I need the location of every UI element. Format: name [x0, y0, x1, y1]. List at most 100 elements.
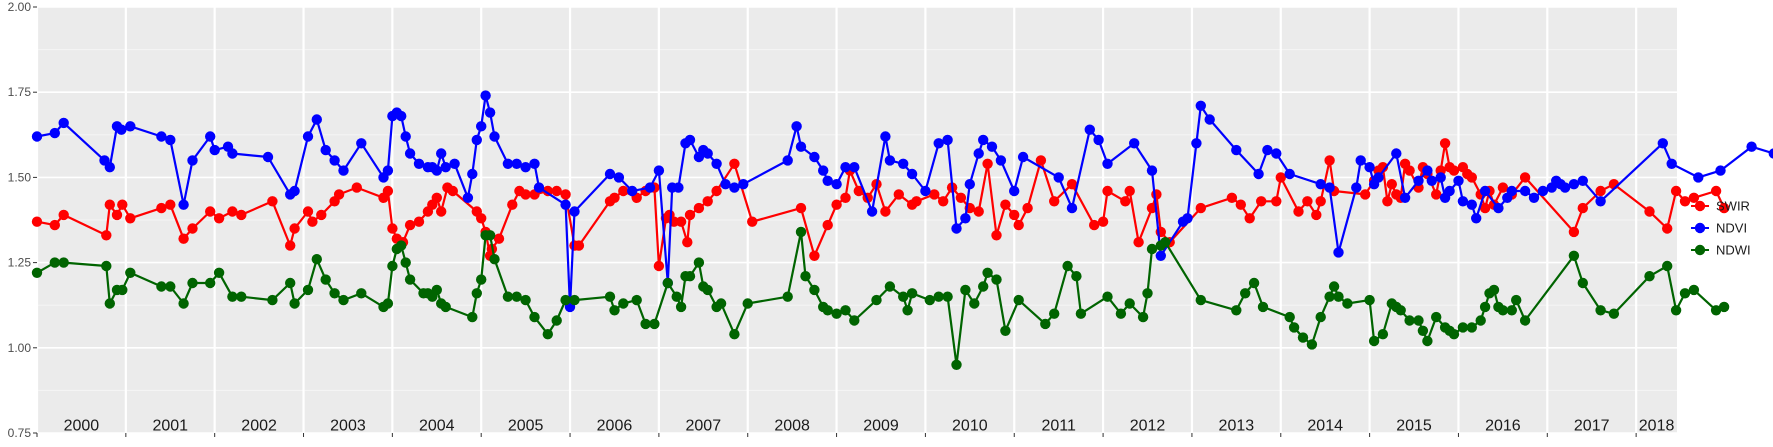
data-point-ndvi [1315, 179, 1326, 190]
data-point-swir [1644, 206, 1655, 217]
data-point-ndvi [898, 158, 909, 169]
data-point-swir [413, 216, 425, 227]
data-point-ndwi [1297, 332, 1309, 343]
data-point-ndvi [1231, 144, 1242, 156]
data-point-ndvi [1195, 100, 1207, 112]
data-point-swir [1568, 226, 1580, 238]
data-point-ndwi [476, 274, 487, 285]
data-point-swir [1035, 155, 1047, 166]
data-point-swir [609, 192, 620, 203]
data-point-ndvi [31, 131, 43, 142]
data-point-ndvi [653, 165, 665, 176]
data-point-ndvi [58, 117, 69, 129]
year-labels: 2000 2001 2002 2003 2004 2005 2006 2007 2008 2009… [64, 417, 1675, 434]
data-point-ndwi [840, 305, 851, 316]
data-point-swir [431, 192, 442, 203]
data-point-ndvi [673, 182, 684, 193]
data-point-swir [711, 185, 722, 197]
data-point-ndwi [1137, 311, 1149, 323]
data-point-ndwi [969, 298, 980, 309]
data-point-swir [1404, 165, 1415, 176]
data-point-ndvi [1093, 134, 1104, 146]
data-point-swir [101, 230, 112, 241]
data-point-ndvi [1053, 172, 1064, 183]
data-point-ndvi [262, 151, 274, 163]
data-point-ndvi [795, 141, 807, 152]
data-point-swir [1244, 213, 1255, 224]
data-point-ndvi [49, 127, 60, 139]
data-point-swir [982, 158, 993, 169]
data-point-ndwi [1568, 250, 1580, 261]
data-point-swir [1688, 192, 1700, 203]
data-point-ndwi [1497, 305, 1509, 316]
data-point-swir [1577, 202, 1589, 214]
data-point-swir [973, 206, 984, 217]
data-point-ndvi [302, 131, 314, 142]
data-point-ndwi [1644, 271, 1655, 282]
data-point-ndvi [920, 185, 931, 197]
data-point-ndwi [1231, 305, 1242, 316]
data-point-swir [267, 196, 278, 207]
data-point-ndvi [187, 155, 198, 166]
data-point-ndvi [791, 121, 802, 132]
data-point-ndwi [511, 291, 522, 302]
data-point-ndvi [831, 179, 842, 190]
data-point-ndvi [1284, 168, 1295, 180]
data-point-ndvi [165, 134, 176, 146]
data-point-swir [165, 199, 176, 210]
data-point-swir [693, 202, 705, 214]
data-point-swir [893, 189, 904, 200]
data-point-ndwi [631, 294, 642, 306]
data-point-ndwi [715, 298, 727, 309]
data-point-ndwi [702, 284, 713, 296]
data-point-ndwi [285, 277, 296, 289]
data-point-ndwi [471, 288, 482, 299]
data-point-ndwi [520, 294, 531, 306]
data-point-swir [205, 206, 216, 217]
data-point-ndvi [1453, 175, 1464, 186]
data-point-ndwi [49, 257, 60, 268]
data-point-ndvi [1457, 196, 1469, 207]
data-point-ndwi [978, 281, 989, 292]
data-point-swir [382, 185, 394, 197]
data-point-ndwi [604, 291, 616, 302]
data-point-ndwi [236, 291, 247, 302]
data-point-swir [675, 216, 687, 227]
data-point-ndvi [1657, 138, 1669, 149]
year-label-2005: 2005 [508, 417, 544, 434]
data-point-ndwi [831, 308, 842, 319]
data-point-ndwi [187, 277, 198, 289]
data-point-ndwi [227, 291, 238, 302]
data-point-ndvi [986, 141, 998, 152]
data-point-ndvi [1768, 148, 1773, 159]
data-point-ndwi [178, 298, 189, 309]
data-point-ndwi [440, 301, 451, 313]
data-point-swir [302, 206, 314, 217]
data-point-ndwi [982, 267, 993, 278]
data-point-ndvi [489, 131, 500, 142]
data-point-ndwi [1328, 281, 1340, 292]
data-point-ndvi [818, 165, 829, 176]
data-point-swir [1431, 189, 1442, 200]
data-point-swir [31, 216, 43, 227]
data-point-ndvi [156, 131, 167, 142]
data-point-ndwi [1315, 311, 1326, 323]
data-point-ndwi [649, 318, 660, 330]
data-point-ndvi [1506, 185, 1518, 197]
data-point-ndvi [978, 134, 989, 146]
data-point-ndwi [849, 315, 860, 326]
data-point-ndvi [569, 206, 580, 217]
data-point-swir [436, 206, 447, 217]
data-point-swir [125, 213, 136, 224]
data-point-swir [1049, 196, 1060, 207]
data-point-ndvi [1559, 182, 1571, 193]
data-point-ndwi [1431, 311, 1442, 323]
year-label-2002: 2002 [241, 417, 277, 434]
year-label-2015: 2015 [1396, 417, 1432, 434]
y-axis: 0.75 1.00 1.25 1.50 1.75 2.00 [8, 0, 1637, 440]
data-point-ndwi [951, 359, 962, 370]
data-point-ndwi [1049, 308, 1060, 319]
data-point-swir [955, 192, 967, 203]
data-point-swir [831, 199, 842, 210]
data-point-ndvi [1391, 148, 1402, 159]
